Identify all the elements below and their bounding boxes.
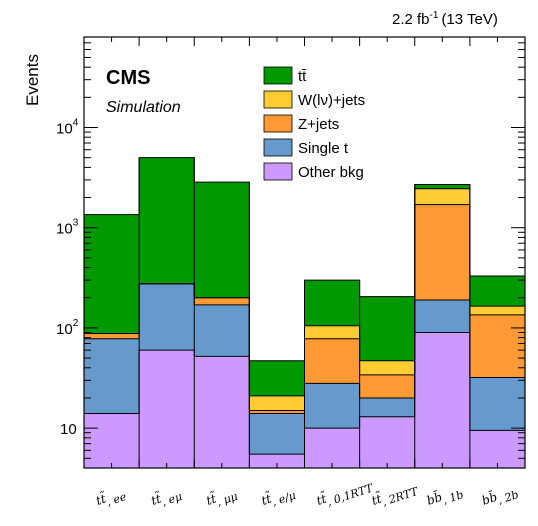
bar-other-bkg-5 — [359, 416, 415, 468]
bar-z-jets-2 — [194, 297, 250, 305]
bar-tt-4 — [304, 280, 360, 326]
category-sub: , 2RTT — [381, 484, 422, 508]
y-tick-label-1: 102 — [56, 318, 79, 338]
bar-z-jets-4 — [304, 338, 360, 384]
x-category-label-5: tt̃, 2RTT — [369, 478, 421, 512]
x-category-label-7: bb̄, 2b — [480, 482, 521, 512]
category-base: bb̄ — [480, 488, 499, 508]
x-category-label-0: tt̃, ee — [94, 484, 129, 512]
bar-z-jets-5 — [359, 374, 415, 398]
y-tick-exponent: 4 — [73, 117, 79, 128]
bar-other-bkg-1 — [139, 350, 195, 468]
bar-single-t-2 — [194, 304, 250, 357]
bar-single-t-0 — [84, 338, 140, 414]
category-base: bb̄ — [424, 488, 443, 508]
bar-z-jets-0 — [84, 333, 140, 339]
simulation-label: Simulation — [106, 99, 181, 116]
cms-label: CMS — [106, 67, 150, 89]
legend-label-4: Other bkg — [298, 164, 364, 181]
x-category-label-6: bb̄, 1b — [424, 482, 465, 512]
lumi-value: 2.2 fb — [392, 11, 430, 28]
bar-tt-5 — [359, 296, 415, 361]
legend-swatch-0 — [263, 66, 293, 85]
bar-other-bkg-0 — [84, 413, 140, 468]
legend-label-0: tt̄ — [298, 68, 307, 85]
bar-w-l-jets-5 — [359, 360, 415, 375]
legend-label-3: Single t — [298, 140, 349, 157]
legend-swatch-1 — [263, 90, 293, 109]
y-tick-base: 10 — [56, 321, 73, 338]
category-sub: , eμ — [160, 490, 184, 509]
bar-other-bkg-6 — [414, 332, 470, 468]
lumi-exponent: -1 — [430, 10, 439, 21]
bar-w-l-jets-7 — [469, 306, 525, 315]
bar-z-jets-7 — [469, 314, 525, 378]
category-sub: , e/μ — [270, 489, 297, 509]
bar-single-t-5 — [359, 397, 415, 417]
y-axis-label: Events — [23, 54, 42, 106]
y-tick-exponent: 2 — [73, 318, 79, 329]
bar-z-jets-3 — [249, 410, 305, 414]
bar-tt-3 — [249, 360, 305, 396]
bar-other-bkg-2 — [194, 356, 250, 468]
y-tick-base: 10 — [56, 120, 73, 137]
y-tick-base: 10 — [56, 221, 73, 238]
legend-swatch-3 — [263, 138, 293, 157]
category-sub: , 2b — [496, 488, 520, 507]
bar-single-t-3 — [249, 413, 305, 455]
bar-tt-1 — [139, 157, 195, 284]
bar-tt-7 — [469, 275, 525, 307]
y-tick-label-3: 104 — [56, 117, 79, 137]
bar-z-jets-6 — [414, 204, 470, 300]
x-category-label-4: tt̃, 0,1RTT — [314, 475, 376, 512]
category-sub: , ee — [105, 490, 129, 509]
category-sub: , 0,1RTT — [325, 481, 376, 509]
legend-swatch-4 — [263, 162, 293, 181]
bar-other-bkg-4 — [304, 428, 360, 468]
legend-label-1: W(lν)+jets — [298, 92, 365, 109]
bar-w-l-jets-6 — [414, 188, 470, 205]
bin-edges-layer — [83, 157, 526, 468]
legend-label-2: Z+jets — [298, 116, 339, 133]
bar-single-t-6 — [414, 299, 470, 333]
x-category-label-3: tt̃, e/μ — [259, 483, 297, 512]
bar-w-l-jets-4 — [304, 325, 360, 339]
category-sub: , 1b — [441, 488, 465, 507]
bar-w-l-jets-3 — [249, 395, 305, 411]
y-tick-label-2: 103 — [56, 218, 79, 238]
energy-label: (13 TeV) — [441, 11, 497, 28]
bar-tt-6 — [414, 184, 470, 189]
category-sub: , μμ — [215, 490, 239, 509]
luminosity-label: 2.2 fb-1 (13 TeV) — [392, 10, 498, 28]
y-tick-exponent: 3 — [73, 218, 79, 229]
bar-single-t-4 — [304, 383, 360, 429]
bar-other-bkg-3 — [249, 454, 305, 468]
bar-other-bkg-7 — [469, 430, 525, 468]
y-tick-label-0: 10 — [60, 421, 77, 438]
bar-tt-2 — [194, 182, 250, 298]
bar-single-t-7 — [469, 377, 525, 431]
bars-layer — [84, 157, 525, 468]
x-category-label-1: tt̃, eμ — [149, 484, 184, 512]
y-tick-base: 10 — [60, 421, 77, 438]
legend: tt̄ W(lν)+jets Z+jets Single t Other bkg — [263, 66, 365, 181]
bar-single-t-1 — [139, 283, 195, 351]
legend-swatch-2 — [263, 114, 293, 133]
x-category-label-2: tt̃, μμ — [204, 483, 239, 511]
bar-tt-0 — [84, 214, 140, 334]
